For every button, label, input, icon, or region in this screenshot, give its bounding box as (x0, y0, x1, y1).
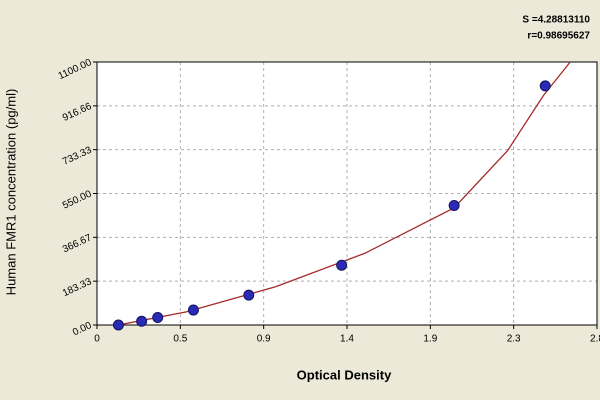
y-tick-label: 1100.00 (57, 57, 94, 82)
x-tick-label: 0.9 (257, 334, 271, 345)
y-tick-label: 550.00 (61, 188, 94, 211)
y-tick-label: 366.67 (61, 232, 94, 255)
y-tick-label: 183.33 (61, 276, 94, 299)
data-point (152, 312, 164, 324)
x-tick-label: 0 (94, 334, 100, 345)
x-tick-label: 0.5 (173, 334, 187, 345)
data-point (243, 289, 255, 301)
data-point (187, 304, 199, 316)
data-point (336, 259, 348, 271)
y-tick-label: 916.66 (61, 101, 94, 124)
x-tick-label: 1.9 (423, 334, 437, 345)
x-tick-label: 2.3 (507, 334, 521, 345)
x-axis-label: Optical Density (297, 367, 392, 382)
x-tick-label: 2.8 (590, 334, 600, 345)
data-point (112, 319, 124, 331)
data-point (448, 199, 460, 211)
fit-curve (118, 61, 571, 326)
y-tick-label: 0.00 (71, 320, 94, 338)
annotation: r=0.98695627 (527, 31, 590, 42)
data-point (539, 80, 551, 92)
data-point (136, 315, 148, 327)
y-tick-label: 733.33 (61, 145, 94, 168)
y-axis-label: Human FMR1 concentration (pg/ml) (3, 89, 18, 296)
plot-border (96, 61, 598, 326)
annotation: S =4.28813110 (522, 15, 590, 26)
x-tick-label: 1.4 (340, 334, 354, 345)
